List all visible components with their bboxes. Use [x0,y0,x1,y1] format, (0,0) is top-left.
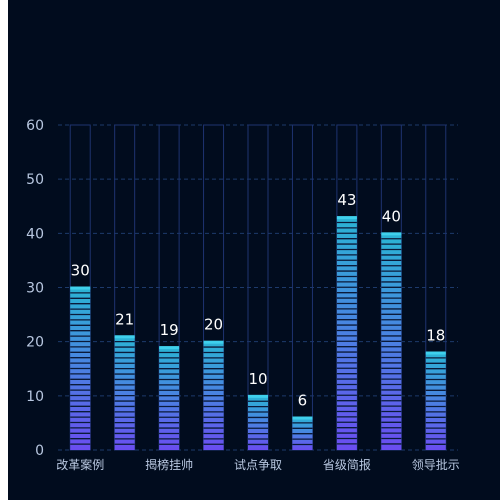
bar[interactable] [159,347,180,450]
category-label: 省级简报 [323,457,371,472]
bar-top-cap [292,416,313,420]
bars [70,216,446,450]
data-label: 21 [115,310,134,328]
data-labels: 30 21 19 20 10 6 43 40 18 [71,191,446,409]
y-tick-label: 20 [26,335,44,351]
y-tick-label: 60 [26,118,44,134]
bar[interactable] [114,336,135,450]
category-label: 试点争取 [234,457,282,472]
x-axis-labels: 改革案例 揭榜挂帅 试点争取 省级简报 领导批示 [56,457,460,472]
bar-top-cap [114,335,135,339]
category-label: 揭榜挂帅 [145,457,193,472]
data-label: 30 [71,262,90,280]
y-tick-label: 30 [26,281,44,297]
bar-top-cap [336,216,357,220]
data-label: 19 [160,321,179,339]
data-label: 10 [248,370,267,388]
data-label: 18 [426,327,445,345]
y-tick-label: 40 [26,226,44,242]
y-tick-label: 0 [35,443,44,459]
y-axis-ticks: 0 10 20 30 40 50 60 [26,118,44,459]
data-label: 6 [298,392,308,410]
bar-top-cap [381,232,402,236]
bar-top-cap [248,394,268,398]
bar-top-cap [70,286,91,290]
category-label: 改革案例 [56,457,104,472]
bar-top-cap [425,351,446,355]
bar[interactable] [336,217,357,450]
y-tick-label: 50 [26,172,44,188]
bar-top-cap [203,340,224,344]
data-label: 20 [204,316,223,334]
data-label: 40 [382,207,401,225]
data-label: 43 [337,191,356,209]
y-tick-label: 10 [26,389,44,405]
category-label: 领导批示 [412,457,460,472]
bar-top-cap [159,346,180,350]
